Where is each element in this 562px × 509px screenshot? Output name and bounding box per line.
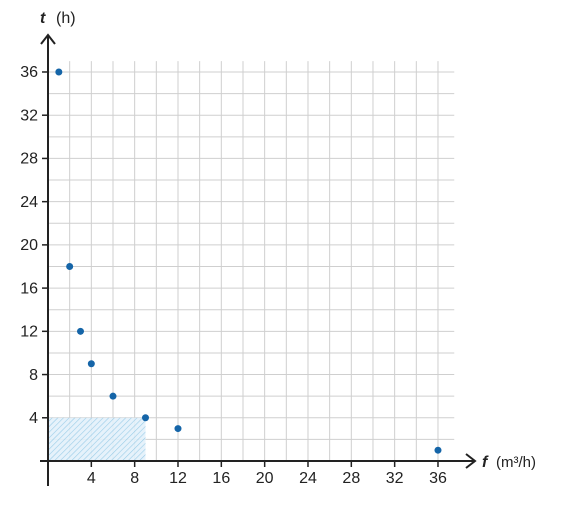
y-tick-label: 28 [20, 151, 38, 168]
y-unit: (h) [56, 10, 76, 27]
y-tick-label: 16 [20, 280, 38, 297]
x-tick-label: 12 [169, 470, 187, 487]
point [434, 446, 442, 454]
point [109, 392, 117, 400]
point [55, 68, 63, 76]
y-axis-arrow [40, 33, 56, 45]
highlight-area [48, 417, 146, 461]
point [174, 425, 182, 433]
y-tick-label: 12 [20, 324, 38, 341]
y-tick-label: 4 [29, 410, 38, 427]
point [87, 360, 95, 368]
x-tick-label: 24 [299, 470, 317, 487]
point [66, 262, 74, 270]
x-tick-label: 20 [256, 470, 274, 487]
x-tick-label: 16 [212, 470, 230, 487]
x-label: f [482, 454, 489, 471]
y-tick-label: 20 [20, 237, 38, 254]
x-tick-label: 4 [87, 470, 96, 487]
point [141, 414, 149, 422]
x-tick-label: 36 [429, 470, 447, 487]
x-axis-arrow [465, 453, 477, 469]
x-unit: (m³/h) [496, 454, 536, 471]
y-tick-label: 36 [20, 64, 38, 81]
y-label: t [40, 10, 46, 27]
y-tick-label: 8 [29, 367, 38, 384]
x-tick-label: 28 [342, 470, 360, 487]
x-tick-label: 32 [386, 470, 404, 487]
x-tick-label: 8 [130, 470, 139, 487]
y-tick-label: 32 [20, 107, 38, 124]
point [76, 327, 84, 335]
y-tick-label: 24 [20, 194, 38, 211]
